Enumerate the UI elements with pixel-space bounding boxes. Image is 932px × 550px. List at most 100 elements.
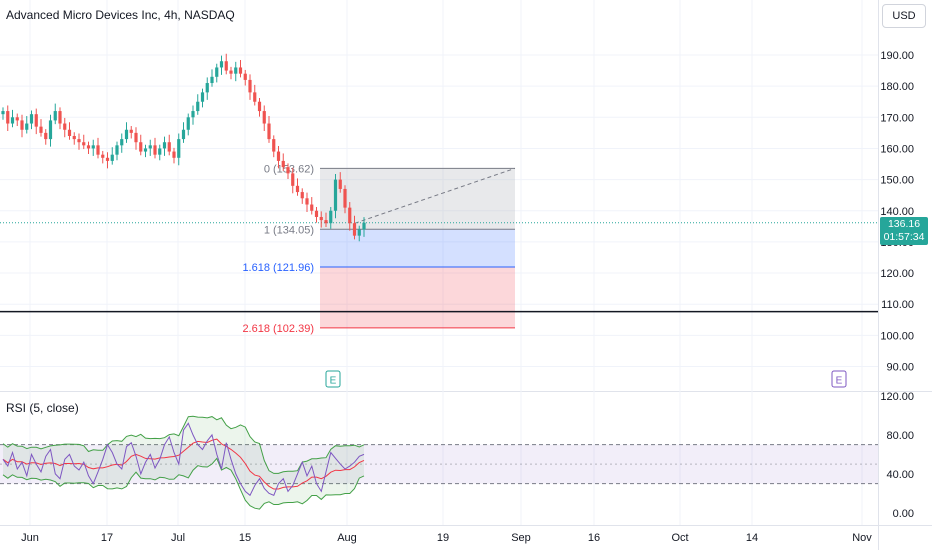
candle-body: [139, 142, 143, 152]
currency-button[interactable]: USD: [882, 4, 926, 28]
candle-body: [329, 210, 333, 224]
y-tick-label: 190.00: [880, 50, 914, 62]
x-tick-label: 19: [437, 532, 449, 544]
candle-body: [253, 92, 257, 102]
y-tick-label: 150.00: [880, 175, 914, 187]
candle-body: [352, 223, 357, 236]
rsi-bollinger-fill: [3, 416, 364, 510]
x-tick-label: Oct: [671, 532, 688, 544]
candle-body: [319, 216, 323, 221]
candle-body: [272, 139, 276, 152]
candle-body: [305, 198, 309, 205]
candle-body: [72, 135, 76, 140]
rsi-bollinger-upper: [2, 415, 365, 474]
y-tick-label: 110.00: [881, 299, 914, 311]
rsi-line: [2, 422, 365, 497]
candle-body: [20, 120, 24, 130]
rsi-y-tick-label: 40.00: [886, 469, 914, 481]
candle-body: [338, 179, 342, 189]
candle-body: [39, 126, 43, 133]
candle-body: [129, 129, 133, 133]
y-tick-label: 180.00: [880, 81, 914, 93]
rsi-y-tick-label: 0.00: [893, 508, 914, 520]
candle-body: [200, 92, 205, 102]
candle-body: [167, 142, 171, 152]
rsi-bollinger-lower: [2, 457, 365, 510]
candle-body: [153, 145, 157, 155]
candle-body: [324, 220, 328, 224]
candle-body: [362, 222, 366, 230]
candle-body: [162, 142, 167, 149]
candle-body: [310, 204, 314, 211]
candle-body: [314, 210, 319, 217]
candle-body: [234, 67, 238, 74]
fib-zone-1-1618: [320, 229, 515, 267]
y-tick-label: 170.00: [880, 112, 914, 124]
countdown-value: 01:57:34: [883, 231, 925, 243]
candle-body: [96, 145, 100, 155]
candle-body: [210, 76, 214, 84]
candle-body: [177, 139, 181, 158]
earnings-marker-label: E: [330, 376, 337, 387]
earnings-marker-label: E: [836, 376, 843, 387]
candle-body: [82, 142, 86, 146]
rsi-title: RSI (5, close): [6, 401, 79, 415]
candle-body: [120, 139, 124, 146]
candle-body: [10, 117, 15, 124]
candle-body: [86, 145, 91, 149]
x-tick-label: Jun: [21, 532, 39, 544]
candle-body: [58, 111, 62, 124]
candle-body: [262, 111, 266, 124]
candle-body: [286, 167, 290, 174]
candle-body: [63, 123, 67, 130]
candle-body: [67, 129, 72, 136]
x-tick-label: Sep: [511, 532, 531, 544]
rsi-y-tick-label: 120.00: [880, 391, 914, 403]
x-tick-label: 16: [588, 532, 600, 544]
candle-body: [238, 67, 243, 74]
candle-body: [1, 111, 5, 115]
fib-zone-0-1: [320, 168, 515, 230]
rsi-y-tick-label: 80.00: [886, 430, 914, 442]
candle-body: [257, 101, 262, 112]
x-tick-label: 14: [746, 532, 758, 544]
fib-level-label: 2.618 (102.39): [242, 323, 314, 335]
candle-body: [215, 67, 219, 77]
candle-body: [186, 117, 190, 130]
candle-body: [224, 61, 228, 71]
candle-body: [276, 151, 281, 161]
candle-body: [172, 151, 176, 158]
candle-body: [348, 207, 352, 224]
candle-body: [229, 70, 233, 74]
y-tick-label: 120.00: [880, 268, 914, 280]
candle-body: [343, 188, 347, 208]
candle-body: [267, 123, 271, 140]
earnings-marker-icon: [831, 370, 847, 388]
candle-body: [34, 114, 38, 127]
fib-zone-1618-2618: [320, 266, 515, 328]
candle-body: [333, 179, 338, 211]
fib-level-label: 1.618 (121.96): [242, 262, 314, 274]
candle-body: [110, 154, 114, 161]
candle-body: [295, 185, 300, 193]
candle-body: [48, 120, 53, 140]
y-tick-label: 140.00: [880, 206, 914, 218]
candle-body: [191, 111, 195, 118]
candle-body: [181, 129, 186, 140]
fib-level-label: 1 (134.05): [264, 224, 314, 236]
x-tick-label: 17: [101, 532, 113, 544]
candle-body: [219, 61, 224, 68]
x-tick-label: Nov: [852, 532, 872, 544]
candle-body: [291, 173, 295, 186]
fib-trend-line: [354, 167, 516, 224]
candle-body: [53, 111, 57, 121]
candle-body: [281, 160, 285, 168]
candle-body: [115, 145, 119, 155]
x-tick-label: 15: [239, 532, 251, 544]
candle-body: [6, 111, 10, 124]
chart-title: Advanced Micro Devices Inc, 4h, NASDAQ: [6, 8, 235, 22]
candle-body: [248, 79, 252, 93]
candle-body: [196, 101, 200, 112]
candle-body: [148, 145, 152, 149]
